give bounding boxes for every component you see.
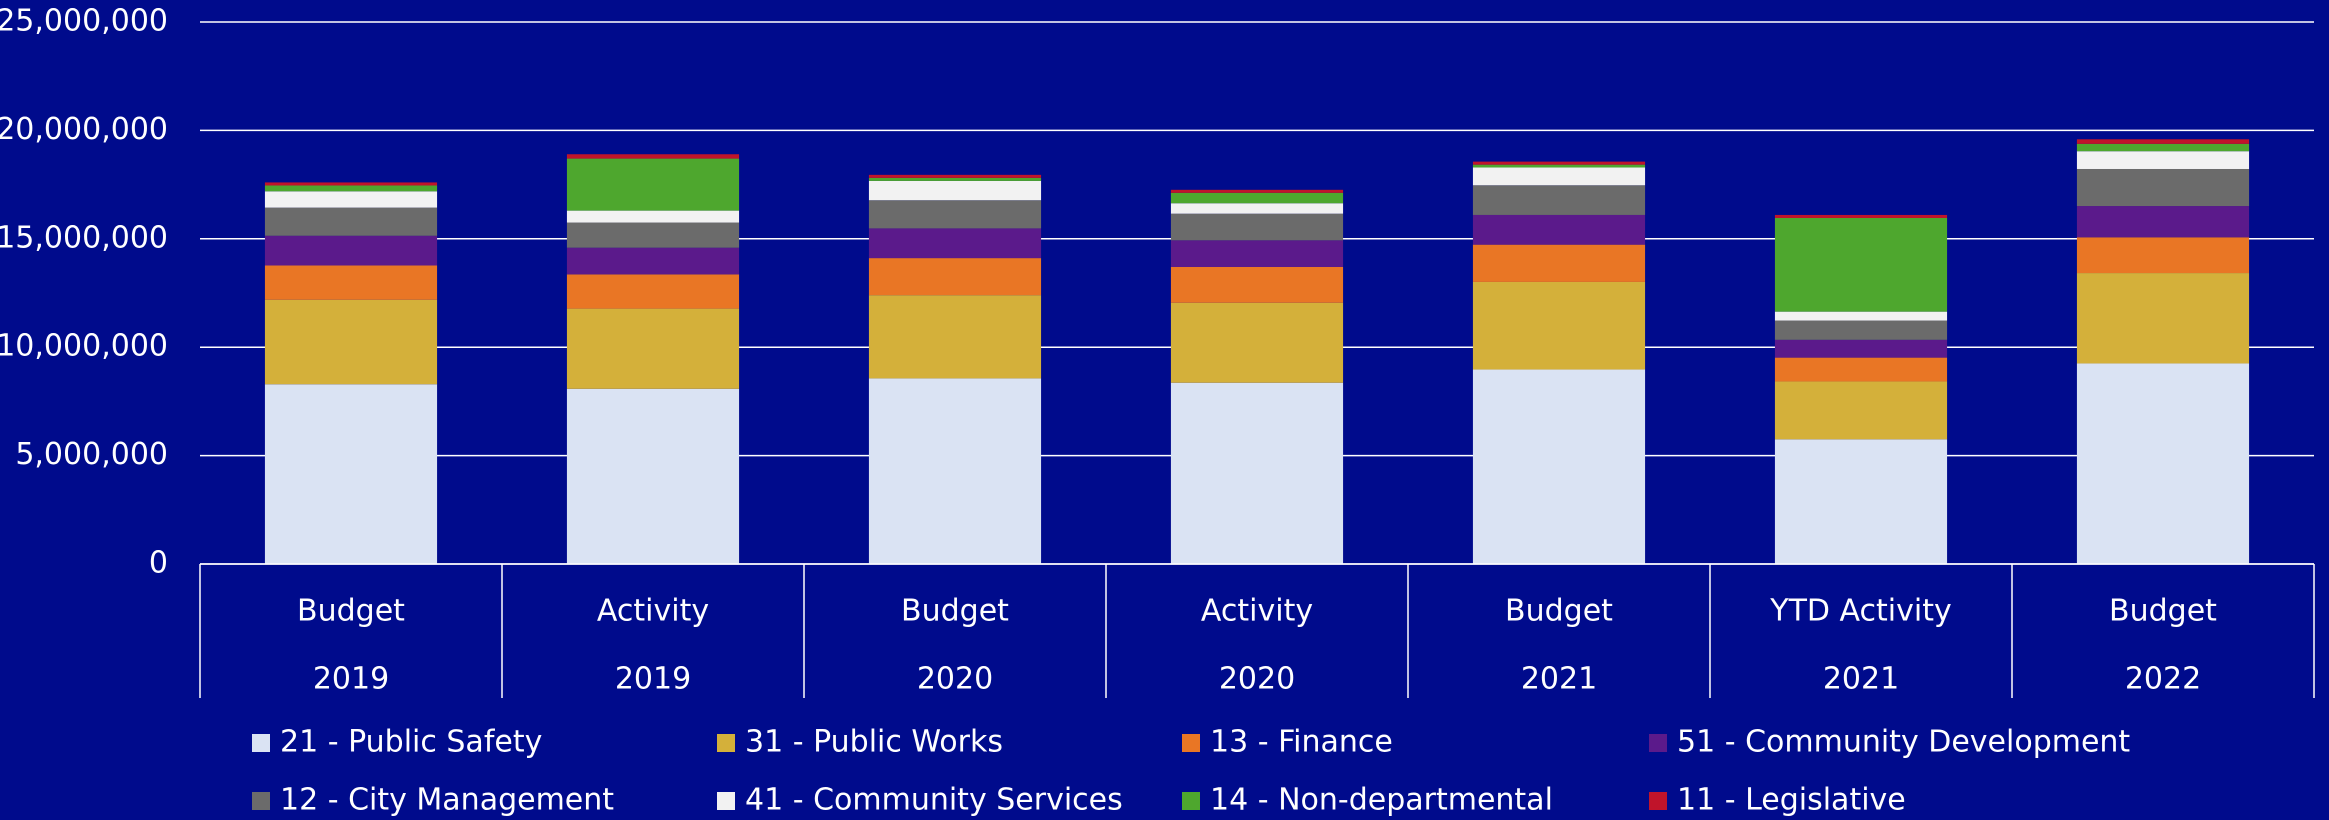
bar-segment: [1472, 167, 1646, 186]
bar-segment: [868, 180, 1042, 201]
bar-segment: [566, 210, 740, 223]
bar-segment: [2076, 139, 2250, 144]
legend-label: 31 - Public Works: [745, 725, 1003, 760]
bar-segment: [2076, 151, 2250, 169]
bar-segment: [1170, 213, 1344, 241]
bar-segment: [868, 258, 1042, 296]
bar-segment: [1472, 214, 1646, 245]
x-tick-label: Budget: [2109, 594, 2217, 629]
bar-segment: [1472, 244, 1646, 282]
bar-segment: [566, 158, 740, 211]
y-tick-label: 15,000,000: [0, 220, 168, 255]
bar-segment: [1774, 311, 1948, 321]
bar-segment: [1774, 339, 1948, 358]
bar-segment: [264, 265, 438, 300]
bar-segment: [2076, 206, 2250, 238]
bar-segment: [868, 228, 1042, 259]
legend-swatch: [252, 734, 270, 752]
legend-swatch: [1182, 734, 1200, 752]
y-tick-label: 25,000,000: [0, 4, 168, 39]
bar-segment: [1472, 369, 1646, 564]
bar-segment: [868, 177, 1042, 181]
x-group-label: 2020: [917, 662, 993, 697]
bar-segment: [2076, 237, 2250, 274]
x-group-label: 2021: [1521, 662, 1597, 697]
legend-swatch: [1649, 734, 1667, 752]
bar-segment: [264, 207, 438, 236]
y-tick-label: 10,000,000: [0, 329, 168, 364]
bar-segment: [1774, 214, 1948, 218]
bar-segment: [264, 235, 438, 266]
x-tick-label: YTD Activity: [1769, 594, 1951, 629]
bar-segment: [868, 295, 1042, 379]
legend-label: 41 - Community Services: [745, 783, 1123, 818]
legend-swatch: [252, 792, 270, 810]
bar-segment: [566, 247, 740, 275]
bar-segment: [1472, 161, 1646, 165]
x-tick-label: Budget: [1505, 594, 1613, 629]
x-group-label: 2019: [615, 662, 691, 697]
legend-label: 51 - Community Development: [1677, 725, 2130, 760]
bar-segment: [1774, 357, 1948, 382]
bar-segment: [1170, 302, 1344, 383]
bar-segment: [1774, 217, 1948, 312]
legend-swatch: [1182, 792, 1200, 810]
bar-segment: [1774, 320, 1948, 340]
y-tick-label: 0: [149, 546, 168, 581]
y-tick-label: 20,000,000: [0, 112, 168, 147]
legend-label: 11 - Legislative: [1677, 783, 1906, 818]
bar-segment: [1170, 189, 1344, 193]
legend-label: 12 - City Management: [280, 783, 614, 818]
bar-segment: [1170, 240, 1344, 267]
bar-segment: [264, 182, 438, 186]
legend-swatch: [1649, 792, 1667, 810]
bar-segment: [264, 384, 438, 564]
bar-segment: [566, 222, 740, 248]
bar-segment: [566, 154, 740, 159]
legend-label: 14 - Non-departmental: [1210, 783, 1553, 818]
bar-segment: [2076, 168, 2250, 207]
x-tick-label: Activity: [597, 594, 709, 629]
bar-segment: [566, 308, 740, 389]
bar-segment: [1170, 382, 1344, 564]
x-group-label: 2019: [313, 662, 389, 697]
bar-segment: [1774, 439, 1948, 564]
bar-segment: [1472, 164, 1646, 168]
bar-segment: [1170, 266, 1344, 303]
y-tick-label: 5,000,000: [15, 437, 168, 472]
bar-segment: [1472, 185, 1646, 215]
bar-segment: [2076, 363, 2250, 564]
bar-segment: [1170, 203, 1344, 214]
bar-segment: [2076, 143, 2250, 152]
bar-segment: [1472, 281, 1646, 370]
legend-label: 21 - Public Safety: [280, 725, 542, 760]
bar-segment: [264, 185, 438, 192]
bar-segment: [1774, 381, 1948, 440]
bar-segment: [868, 200, 1042, 229]
x-group-label: 2021: [1823, 662, 1899, 697]
bar-segment: [868, 174, 1042, 178]
bar-segment: [2076, 273, 2250, 364]
bar-segment: [1170, 192, 1344, 204]
x-tick-label: Budget: [901, 594, 1009, 629]
bar-segment: [264, 191, 438, 208]
x-group-label: 2020: [1219, 662, 1295, 697]
bar-segment: [868, 378, 1042, 564]
legend-swatch: [717, 734, 735, 752]
bar-segment: [264, 299, 438, 385]
legend-swatch: [717, 792, 735, 810]
bar-segment: [566, 274, 740, 309]
legend-label: 13 - Finance: [1210, 725, 1393, 760]
x-group-label: 2022: [2125, 662, 2201, 697]
bar-segment: [566, 388, 740, 564]
x-tick-label: Activity: [1201, 594, 1313, 629]
x-tick-label: Budget: [297, 594, 405, 629]
